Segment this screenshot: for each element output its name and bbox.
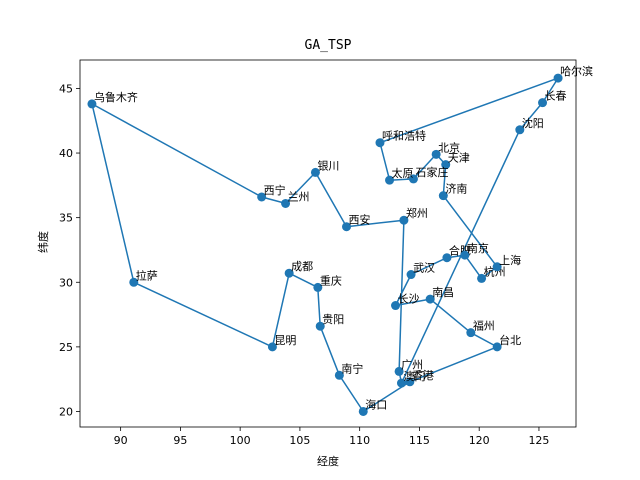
city-marker [342, 222, 352, 232]
city-label: 郑州 [406, 206, 428, 220]
y-tick-label: 30 [59, 276, 73, 289]
city-marker [492, 342, 502, 352]
city-marker [438, 191, 448, 201]
city-label: 武汉 [413, 262, 435, 275]
city-marker [405, 377, 415, 387]
city-label: 福州 [473, 319, 495, 333]
city-marker [406, 270, 416, 280]
y-tick-label: 45 [59, 82, 73, 95]
city-marker [394, 366, 404, 376]
y-tick-label: 40 [59, 147, 73, 160]
y-tick-label: 35 [59, 212, 73, 225]
city-label: 天津 [448, 152, 470, 165]
city-marker [553, 73, 563, 83]
city-label: 兰州 [288, 190, 310, 203]
x-tick-label: 100 [230, 434, 251, 447]
city-marker [315, 321, 325, 331]
city-marker [460, 250, 470, 260]
city-label: 重庆 [320, 273, 342, 287]
city-marker [399, 215, 409, 225]
city-marker [538, 98, 548, 108]
city-label: 西安 [349, 213, 371, 227]
city-marker [466, 328, 476, 338]
city-label: 海口 [365, 397, 387, 411]
x-tick-label: 120 [469, 434, 490, 447]
y-tick-label: 20 [59, 405, 73, 418]
x-tick-label: 90 [114, 434, 128, 447]
city-marker [310, 167, 320, 177]
city-label: 长春 [545, 90, 567, 103]
city-marker [431, 149, 441, 159]
city-label: 西宁 [264, 183, 286, 197]
city-marker [375, 138, 385, 148]
x-axis-label: 经度 [317, 454, 339, 468]
city-marker [281, 198, 291, 208]
city-label: 贵阳 [322, 313, 344, 326]
x-tick-label: 110 [349, 434, 370, 447]
city-marker [313, 282, 323, 292]
city-marker [87, 99, 97, 109]
city-marker [385, 175, 395, 185]
city-marker [408, 174, 418, 184]
city-marker [257, 192, 267, 202]
city-label: 呼和浩特 [382, 129, 426, 143]
city-label: 上海 [499, 253, 521, 267]
city-label: 南京 [467, 241, 489, 255]
city-marker [358, 406, 368, 416]
city-label: 广州 [401, 358, 423, 371]
city-marker [397, 378, 407, 388]
city-label: 台北 [499, 333, 521, 347]
city-label: 拉萨 [136, 268, 158, 282]
city-marker [129, 277, 139, 287]
city-marker [334, 370, 344, 380]
city-label: 石家庄 [415, 165, 448, 179]
city-marker [267, 342, 277, 352]
city-label: 香港 [412, 369, 434, 382]
x-tick-label: 95 [173, 434, 187, 447]
plot-area: 90 95 100 105 110 115 120 125 20 25 30 35 40 45 乌鲁木齐拉萨… [59, 59, 593, 447]
y-tick-label: 25 [59, 341, 73, 354]
city-marker [284, 268, 294, 278]
axes-frame [79, 59, 577, 428]
city-marker [442, 253, 452, 263]
city-marker [391, 301, 401, 311]
city-label: 成都 [291, 260, 313, 273]
city-label: 银川 [317, 158, 339, 172]
city-marker [425, 294, 435, 304]
city-marker [477, 273, 487, 283]
chart-title: GA_TSP [305, 38, 352, 53]
city-label: 哈尔滨 [560, 64, 593, 78]
x-tick-label: 105 [289, 434, 310, 447]
city-label: 济南 [445, 182, 467, 196]
city-label: 乌鲁木齐 [94, 90, 138, 104]
city-marker [441, 160, 451, 170]
city-marker [515, 125, 525, 135]
x-tick-label: 115 [409, 434, 430, 447]
city-label: 沈阳 [522, 116, 544, 130]
city-marker [492, 262, 502, 272]
city-label: 太原 [392, 167, 414, 180]
city-label: 北京 [438, 140, 460, 154]
city-label: 昆明 [274, 334, 296, 347]
city-label: 南宁 [341, 361, 363, 375]
city-label: 长沙 [398, 293, 420, 306]
city-label: 南昌 [432, 286, 454, 299]
y-axis-label: 纬度 [36, 231, 50, 253]
city-label: 澳门 [404, 369, 426, 383]
x-tick-label: 125 [528, 434, 549, 447]
